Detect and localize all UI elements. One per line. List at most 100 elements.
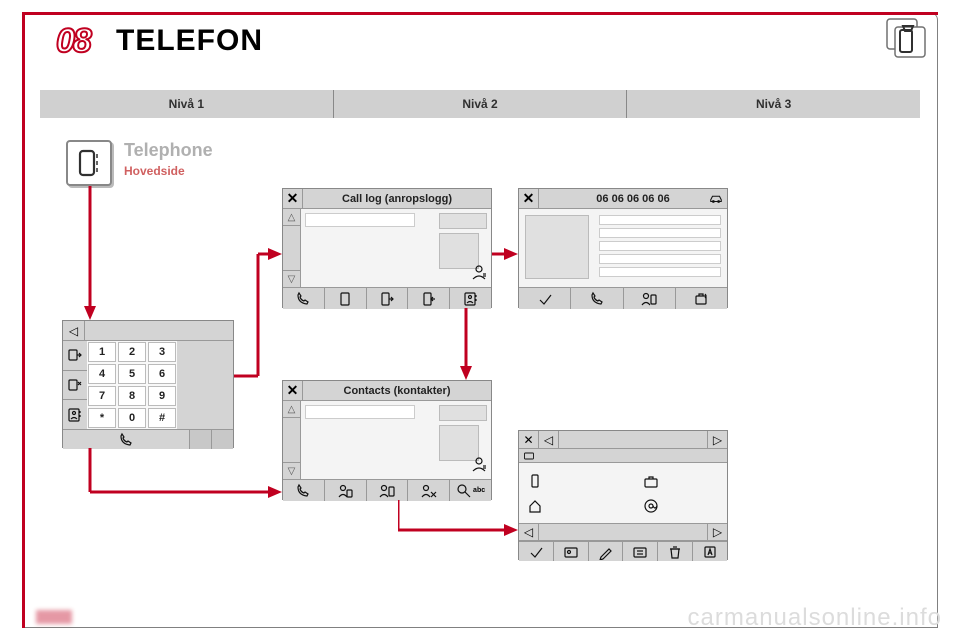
keypad-back-icon[interactable]: ◁: [63, 321, 85, 340]
contacts-sim-icon[interactable]: [325, 480, 367, 501]
arrow-keypad-to-contacts: [84, 448, 282, 498]
calllog-person-icon: [471, 264, 487, 285]
telephone-app-icon: [66, 140, 112, 186]
contacts-row[interactable]: [305, 405, 415, 419]
key-6[interactable]: 6: [148, 364, 176, 384]
key-3[interactable]: 3: [148, 342, 176, 362]
edit-panel: ✕ ◁ ▷ ◁ ▷: [518, 430, 728, 560]
detail-field: [599, 241, 721, 251]
arrow-contacts-to-edit: [398, 486, 518, 536]
calllog-outgoing-icon[interactable]: [367, 288, 409, 309]
key-hash[interactable]: #: [148, 408, 176, 428]
key-2[interactable]: 2: [118, 342, 146, 362]
calllog-incoming-icon[interactable]: [408, 288, 450, 309]
edit-pencil-icon[interactable]: [589, 542, 624, 561]
keypad-side-calllog-icon[interactable]: [63, 371, 87, 401]
detail-field: [599, 228, 721, 238]
edit-ok-icon[interactable]: [519, 542, 554, 561]
edit-prev-icon[interactable]: ◁: [539, 431, 559, 448]
edit-close-icon[interactable]: ✕: [519, 431, 539, 448]
key-7[interactable]: 7: [88, 386, 116, 406]
scroll-down-icon[interactable]: ▽: [283, 271, 300, 287]
detail-panel: ✕ 06 06 06 06 06: [518, 188, 728, 308]
edit-prev2-icon[interactable]: ◁: [519, 524, 539, 540]
calllog-row[interactable]: [305, 213, 415, 227]
level-header-bar: Nivå 1 Nivå 2 Nivå 3: [40, 90, 920, 118]
arrow-tele-to-keypad: [84, 186, 96, 320]
detail-close-icon[interactable]: ✕: [519, 189, 539, 209]
edit-font-icon[interactable]: [693, 542, 727, 561]
edit-next-icon[interactable]: ▷: [707, 431, 727, 448]
contacts-info-box: [439, 405, 487, 421]
contacts-title: Contacts (kontakter): [303, 385, 491, 397]
key-1[interactable]: 1: [88, 342, 116, 362]
detail-ok-icon[interactable]: [519, 288, 571, 309]
contacts-scrollbar[interactable]: △ ▽: [283, 401, 301, 479]
section-title: TELEFON: [116, 24, 263, 58]
level-3-header: Nivå 3: [627, 90, 920, 118]
contacts-close-icon[interactable]: ✕: [283, 381, 303, 401]
keypad-side-buttons: [63, 341, 87, 429]
top-corner-phone-icon: [886, 18, 928, 60]
telephone-title: Telephone: [124, 140, 213, 161]
keypad-side-connect-icon[interactable]: [63, 341, 87, 371]
section-number: 08: [56, 22, 90, 61]
contacts-person-icon: [471, 456, 487, 477]
arrow-calllog-to-detail: [492, 248, 518, 260]
key-0[interactable]: 0: [118, 408, 146, 428]
key-5[interactable]: 5: [118, 364, 146, 384]
calllog-close-icon[interactable]: ✕: [283, 189, 303, 209]
contacts-panel: ✕ Contacts (kontakter) △ ▽ abc: [282, 380, 492, 500]
edit-home-icon[interactable]: [527, 496, 603, 515]
arrow-keypad-to-calllog: [234, 248, 282, 382]
detail-photo-box: [525, 215, 589, 279]
key-star[interactable]: *: [88, 408, 116, 428]
detail-call-icon[interactable]: [571, 288, 623, 309]
keypad-side-contacts-icon[interactable]: [63, 400, 87, 429]
edit-card2-icon[interactable]: [623, 542, 658, 561]
accent-left-line: [22, 12, 25, 628]
edit-trash-icon[interactable]: [658, 542, 693, 561]
calllog-title: Call log (anropslogg): [303, 193, 491, 205]
level-2-header: Nivå 2: [334, 90, 628, 118]
calllog-contacts-icon[interactable]: [450, 288, 491, 309]
edit-work-icon[interactable]: [643, 471, 719, 490]
contacts-call-icon[interactable]: [283, 480, 325, 501]
calllog-all-icon[interactable]: [325, 288, 367, 309]
detail-field: [599, 254, 721, 264]
detail-nav-icon[interactable]: [676, 288, 727, 309]
detail-field: [599, 215, 721, 225]
scroll-down-icon[interactable]: ▽: [283, 463, 300, 479]
arrow-calllog-to-contacts: [460, 308, 472, 380]
calllog-scrollbar[interactable]: △ ▽: [283, 209, 301, 287]
scroll-up-icon[interactable]: △: [283, 401, 300, 417]
detail-save-icon[interactable]: [624, 288, 676, 309]
detail-field: [599, 267, 721, 277]
keypad-slot-1: [189, 430, 211, 449]
key-8[interactable]: 8: [118, 386, 146, 406]
edit-card-icon[interactable]: [554, 542, 589, 561]
edit-mobile-icon[interactable]: [527, 471, 603, 490]
keypad-slot-2: [211, 430, 233, 449]
scroll-up-icon[interactable]: △: [283, 209, 300, 225]
accent-top-line: [22, 12, 938, 15]
edit-email-icon[interactable]: [643, 496, 719, 515]
key-4[interactable]: 4: [88, 364, 116, 384]
keypad-panel: ◁ 1 2 3 4 5 6 7 8 9 * 0 #: [62, 320, 234, 448]
keypad-grid: 1 2 3 4 5 6 7 8 9 * 0 #: [87, 341, 177, 429]
keypad-call-icon[interactable]: [63, 430, 189, 449]
calllog-info-box: [439, 213, 487, 229]
detail-car-icon: [709, 192, 723, 207]
keypad-display: [85, 321, 233, 340]
watermark-text: carmanualsonline.info: [688, 604, 942, 632]
edit-next2-icon[interactable]: ▷: [707, 524, 727, 540]
edit-sim-icon: [523, 451, 535, 461]
key-9[interactable]: 9: [148, 386, 176, 406]
telephone-subtitle: Hovedside: [124, 164, 185, 178]
keypad-right-pad: [177, 341, 233, 429]
page-number: [36, 610, 72, 624]
level-1-header: Nivå 1: [40, 90, 334, 118]
calllog-panel: ✕ Call log (anropslogg) △ ▽: [282, 188, 492, 308]
calllog-call-icon[interactable]: [283, 288, 325, 309]
detail-title: 06 06 06 06 06: [539, 193, 727, 205]
